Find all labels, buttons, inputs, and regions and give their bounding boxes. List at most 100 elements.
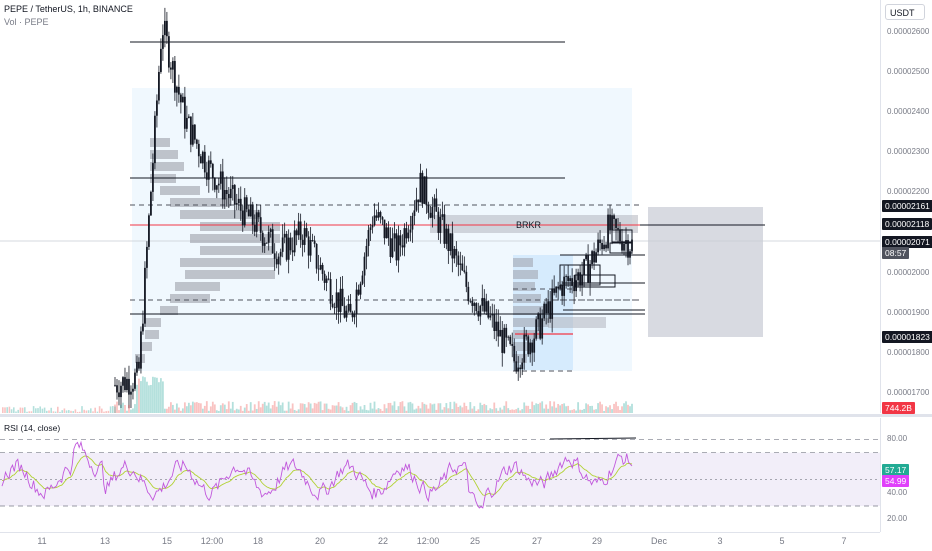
volume-bar	[295, 410, 298, 413]
time-axis[interactable]: 11 13 15 12:00 18 20 22 12:00 25 27 29 Dec 3 5 7	[0, 532, 880, 551]
candle	[625, 240, 627, 244]
rsi-line	[1, 440, 633, 509]
candle	[167, 36, 170, 68]
candle	[179, 94, 182, 103]
volume-bar	[261, 403, 264, 413]
volume-bar	[122, 402, 124, 413]
volume-bar	[327, 408, 330, 413]
candle	[479, 305, 482, 317]
candle	[275, 258, 278, 265]
candle	[211, 163, 214, 179]
candle	[603, 244, 605, 250]
volume-bar	[65, 410, 68, 413]
candle	[329, 279, 332, 304]
candle	[401, 245, 404, 248]
volume-bar	[487, 410, 490, 413]
volume-bar	[579, 409, 582, 413]
volume-bar	[70, 410, 72, 413]
volume-bar	[257, 401, 260, 413]
volume-bar	[299, 403, 302, 413]
currency-button[interactable]: USDT	[885, 4, 925, 20]
time-tick: 22	[377, 536, 389, 546]
volume-profile-bar	[140, 342, 152, 351]
rsi-tick: 20.00	[887, 514, 908, 524]
volume-bar	[148, 385, 150, 413]
volume-bar	[193, 402, 196, 413]
candle	[195, 139, 198, 144]
candle	[349, 303, 352, 313]
price-axis[interactable]: 0.00002600 0.00002500 0.00002400 0.00002300…	[880, 0, 932, 414]
price-tag: 744.2B	[882, 402, 915, 414]
volume-bar	[81, 406, 83, 413]
volume-profile-bar	[150, 138, 170, 147]
volume-bar	[48, 410, 50, 413]
volume-profile-bar	[513, 258, 533, 267]
volume-profile-bar	[180, 258, 275, 267]
price-chart[interactable]: BRKR	[0, 0, 880, 413]
volume-bar	[369, 402, 372, 413]
candle	[269, 229, 272, 232]
volume-bar	[481, 405, 484, 413]
time-tick: 18	[252, 536, 264, 546]
candle	[561, 285, 564, 296]
candle	[457, 255, 460, 265]
candle	[337, 292, 340, 312]
volume-bar	[571, 409, 574, 413]
candle	[201, 151, 204, 164]
volume-bar	[557, 403, 560, 413]
volume-bar	[339, 406, 342, 413]
candle	[347, 303, 350, 311]
volume-bar	[419, 408, 422, 413]
volume-legend[interactable]: Vol · PEPE	[4, 17, 49, 27]
volume-bar	[215, 410, 218, 413]
volume-bar	[315, 403, 318, 413]
candle	[545, 303, 548, 314]
candle	[148, 215, 150, 247]
volume-bar	[397, 406, 400, 413]
box-drawing	[574, 274, 616, 288]
volume-bar	[551, 406, 554, 413]
candle	[209, 160, 212, 164]
candle	[563, 276, 566, 296]
volume-bar	[253, 404, 256, 413]
rsi-axis[interactable]: 80.00 40.00 20.00 57.17 54.99	[880, 418, 932, 532]
volume-profile-bar	[185, 270, 275, 279]
candle	[126, 378, 128, 391]
volume-bar	[128, 404, 130, 413]
candle	[417, 199, 420, 203]
volume-bar	[447, 408, 450, 413]
candle	[144, 267, 146, 324]
candle	[327, 278, 330, 280]
candle	[263, 242, 266, 246]
volume-profile-bar	[513, 354, 527, 363]
volume-bar	[207, 410, 210, 413]
candle	[229, 188, 232, 199]
rsi-chart[interactable]	[0, 418, 880, 532]
volume-bar	[103, 411, 105, 413]
candle	[217, 183, 220, 186]
candle	[423, 176, 426, 204]
symbol-legend[interactable]: PEPE / TetherUS, 1h, BINANCE	[4, 4, 133, 14]
pane-separator[interactable]	[0, 414, 932, 417]
volume-bar	[423, 403, 426, 413]
volume-bar	[116, 401, 118, 413]
volume-bar	[156, 377, 158, 413]
rsi-legend[interactable]: RSI (14, close)	[4, 423, 61, 433]
volume-bar	[126, 410, 128, 413]
volume-bar	[345, 406, 348, 413]
volume-bar	[4, 407, 6, 413]
candle	[585, 255, 587, 260]
volume-bar	[227, 401, 230, 413]
candle	[573, 285, 576, 292]
volume-bar	[621, 406, 623, 413]
candle	[173, 61, 176, 93]
volume-bar	[217, 410, 220, 413]
volume-bar	[307, 402, 310, 413]
volume-bar	[625, 401, 627, 413]
candle	[154, 115, 156, 164]
candle	[175, 86, 178, 93]
candle	[367, 229, 370, 246]
volume-bar	[285, 410, 288, 413]
candle	[283, 233, 286, 238]
candle	[455, 248, 458, 256]
